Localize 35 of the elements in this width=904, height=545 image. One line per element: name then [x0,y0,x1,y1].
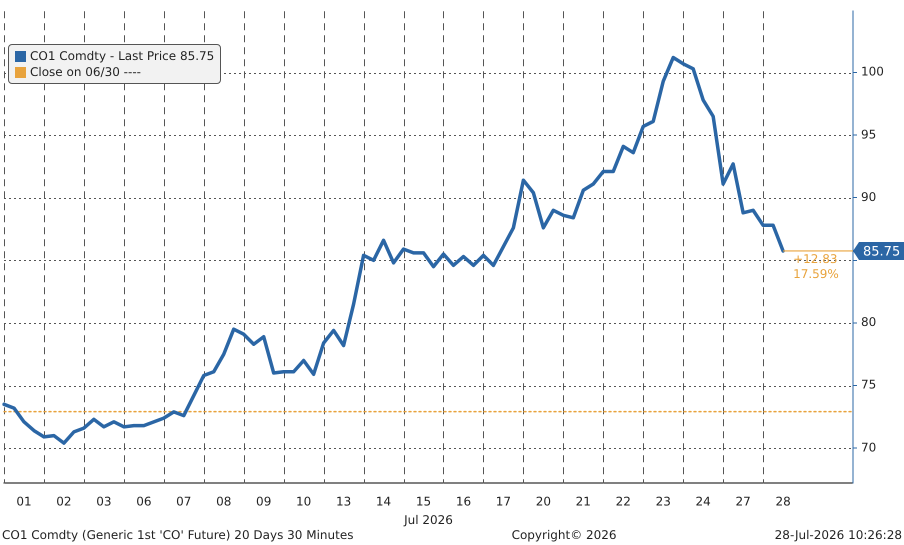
ref-line-label: 85.75 [863,244,900,260]
text: Copyright© 2026 [512,528,617,544]
x-tick-label: 21 [576,494,591,509]
text: CO1 Comdty (Generic 1st 'CO' Future) 20 Days 30 Minutes [2,528,354,544]
x-tick-label: 24 [696,494,711,509]
x-tick-label: 07 [176,494,192,509]
y-tick-label: 100 [861,64,884,79]
x-tick-label: 10 [296,494,312,509]
x-tick-label: 06 [136,494,152,509]
x-axis-title: Jul 2026 [403,512,453,527]
x-tick-label: 14 [376,494,392,509]
y-tick-label: 90 [861,190,876,204]
y-tick-label: 95 [861,127,876,142]
annotation: 17.59% [793,267,839,282]
x-tick-label: 09 [256,494,272,509]
x-tick-label: 27 [735,494,751,509]
annotation: +12.83 [793,252,838,266]
x-tick-label: 23 [656,494,671,509]
x-tick-label: 17 [496,494,512,509]
x-tick-label: 22 [616,494,631,509]
x-tick-label: 08 [216,494,232,509]
x-tick-label: 03 [96,494,112,509]
x-tick-label: 13 [336,494,352,509]
x-tick-label: 20 [536,494,552,509]
y-tick-label: 80 [861,315,876,330]
x-tick-label: 16 [456,494,472,509]
text: 28-Jul-2026 10:26:28 [774,528,902,544]
y-tick-label: 70 [861,440,876,454]
legend-label: CO1 Comdty - Last Price 85.75 [30,49,214,63]
x-tick-label: 15 [416,494,432,509]
x-tick-label: 28 [775,494,791,509]
y-tick-label: 75 [861,378,876,392]
legend-label: Close on 06/30 ---- [30,65,141,79]
x-tick-label: 02 [56,494,72,509]
x-tick-label: 01 [16,494,32,509]
